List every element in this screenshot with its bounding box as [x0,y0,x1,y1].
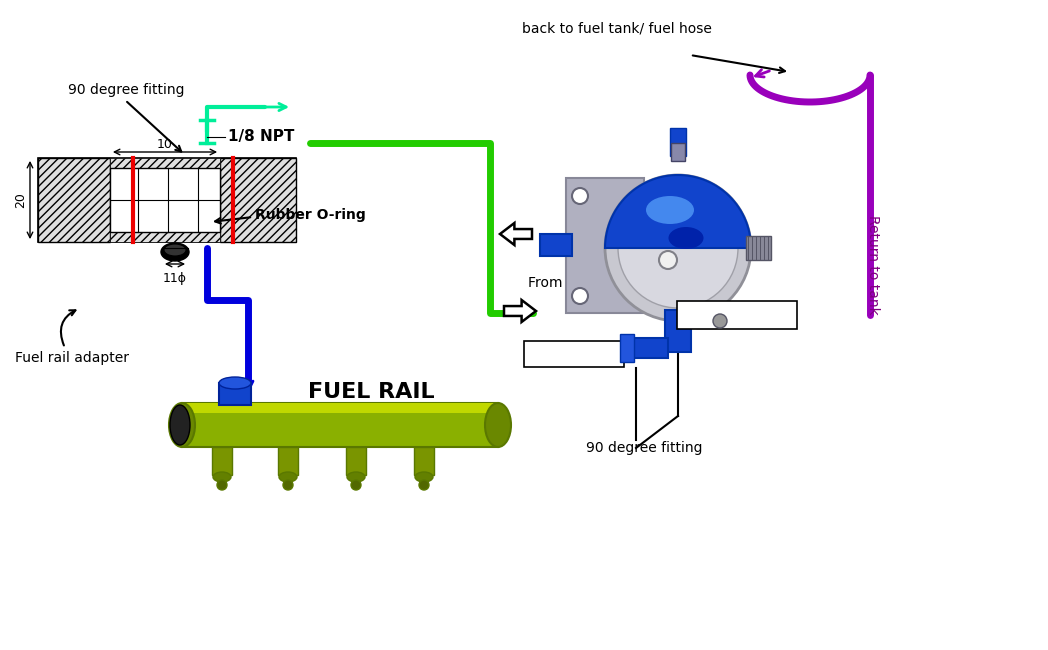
Bar [110,158,220,168]
Ellipse shape [485,403,511,447]
Ellipse shape [169,403,195,447]
Polygon shape [500,223,532,245]
Bar [212,447,232,475]
Circle shape [572,288,588,304]
FancyBboxPatch shape [677,301,796,329]
Bar [38,158,296,242]
Circle shape [351,480,361,490]
Polygon shape [605,175,751,248]
Bar [110,232,220,242]
Circle shape [659,251,677,269]
Bar [219,383,252,405]
Text: 10: 10 [157,138,173,151]
Bar [110,168,220,232]
Bar [346,447,366,475]
Text: Fuel rail adapter: Fuel rail adapter [15,351,129,365]
Text: From fuel rail: From fuel rail [528,276,619,290]
Bar [696,314,716,328]
Bar [670,128,686,156]
Polygon shape [504,300,536,322]
Bar [220,158,296,242]
Ellipse shape [213,472,231,482]
Text: 90 degree fitting: 90 degree fitting [586,441,702,455]
Circle shape [217,480,227,490]
Ellipse shape [170,405,190,445]
Text: back to fuel tank/ fuel hose: back to fuel tank/ fuel hose [522,21,712,35]
Text: 11ϕ: 11ϕ [163,272,187,285]
Ellipse shape [219,377,252,389]
Circle shape [572,188,588,204]
Bar [630,338,668,358]
Bar [665,310,691,352]
Circle shape [419,480,429,490]
Text: 20: 20 [15,192,27,208]
Text: Gauge port: Gauge port [698,308,777,322]
Ellipse shape [161,243,189,261]
Bar [38,158,110,242]
Bar [278,447,298,475]
Ellipse shape [279,472,297,482]
Circle shape [618,188,738,308]
Circle shape [283,480,293,490]
Text: Return to tank: Return to tank [866,215,880,315]
Circle shape [605,175,751,321]
Bar [540,234,572,256]
Bar [671,143,685,161]
Bar [620,334,634,362]
Ellipse shape [347,472,365,482]
Ellipse shape [669,227,703,249]
Bar [182,403,498,413]
Bar [414,447,434,475]
Ellipse shape [415,472,433,482]
FancyBboxPatch shape [524,341,624,367]
Ellipse shape [163,244,185,256]
Text: Fuel Inlet: Fuel Inlet [542,347,606,361]
Text: FUEL RAIL: FUEL RAIL [308,382,435,402]
Bar [182,403,498,447]
Text: 90 degree fitting: 90 degree fitting [68,83,184,97]
Bar [566,178,645,313]
Ellipse shape [646,196,694,224]
Bar [746,236,771,260]
Circle shape [713,314,727,328]
Text: Rubber O-ring: Rubber O-ring [255,208,366,222]
Text: 1/8 NPT: 1/8 NPT [228,129,294,144]
